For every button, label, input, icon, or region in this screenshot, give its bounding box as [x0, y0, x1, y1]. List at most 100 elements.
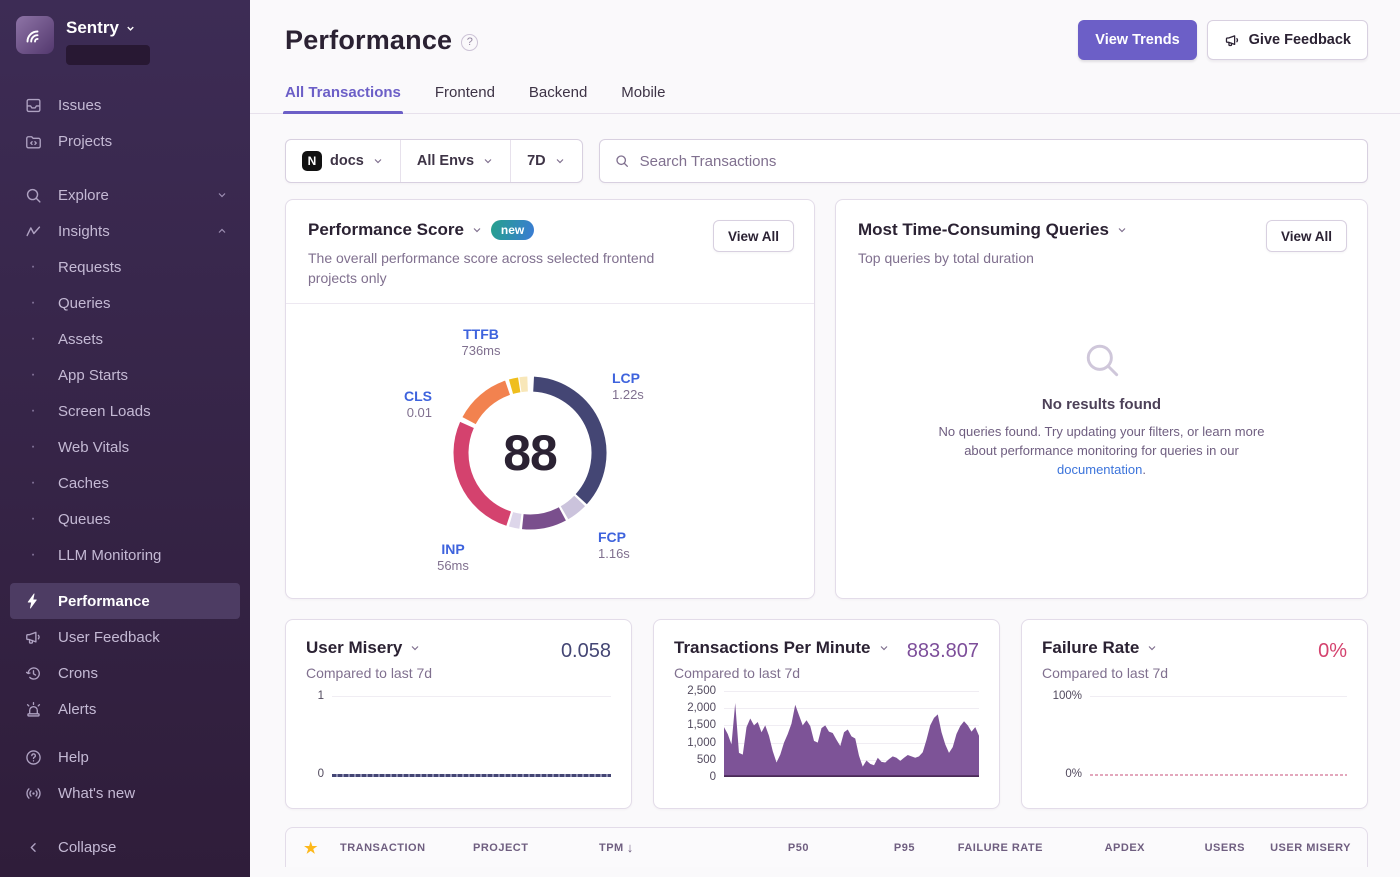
performance-score-widget: Performance Score new The overall perfor… — [285, 199, 815, 599]
chevron-down-icon — [127, 26, 134, 31]
empty-state: No results found No queries found. Try u… — [836, 338, 1367, 480]
sidebar-item-queues[interactable]: · Queues — [0, 501, 250, 537]
sidebar-item-label: Web Vitals — [58, 438, 130, 456]
star-column-icon[interactable]: ★ — [304, 839, 318, 857]
sidebar-item-alerts[interactable]: Alerts — [0, 691, 250, 727]
sidebar-item-performance[interactable]: Performance — [10, 583, 240, 619]
performance-score-title-dropdown[interactable]: Performance Score — [308, 220, 483, 240]
chevron-down-icon — [1118, 228, 1126, 233]
bullet-icon: · — [30, 402, 36, 419]
y-tick: 1 — [317, 690, 324, 703]
view-all-button[interactable]: View All — [1265, 220, 1347, 252]
sentry-logo-icon — [16, 16, 54, 54]
org-switcher[interactable]: Sentry — [0, 0, 250, 65]
sidebar-item-label: Queries — [58, 294, 111, 312]
empty-state-text: No queries found. Try updating your filt… — [938, 424, 1265, 458]
sidebar-item-screen-loads[interactable]: · Screen Loads — [0, 393, 250, 429]
give-feedback-button[interactable]: Give Feedback — [1206, 20, 1368, 60]
view-trends-button[interactable]: View Trends — [1078, 20, 1197, 60]
vital-label-lcp: LCP 1.22s — [612, 369, 644, 403]
megaphone-icon — [22, 626, 44, 648]
sidebar-item-whats-new[interactable]: What's new — [0, 775, 250, 811]
chevron-down-icon — [1148, 646, 1156, 651]
failure-rate-line — [1090, 774, 1347, 776]
queries-title-dropdown[interactable]: Most Time-Consuming Queries — [858, 220, 1128, 240]
performance-score-chart-region: TTFB 736ms LCP 1.22s CLS 0.01 INP — [286, 304, 814, 597]
column-users[interactable]: USERS — [1204, 841, 1245, 854]
environment-filter[interactable]: All Envs — [399, 140, 510, 182]
sidebar-item-user-feedback[interactable]: User Feedback — [0, 619, 250, 655]
lightning-bolt-icon — [22, 590, 44, 612]
widget-subtitle: Compared to last 7d — [1042, 665, 1169, 681]
column-user-misery[interactable]: USER MISERY — [1270, 841, 1351, 854]
column-transaction[interactable]: TRANSACTION — [340, 841, 426, 854]
column-p50[interactable]: P50 — [787, 841, 809, 854]
org-name: Sentry — [66, 18, 119, 37]
sidebar-item-issues[interactable]: Issues — [0, 87, 250, 123]
sidebar-nav: Issues Projects Explore Insights — [0, 87, 250, 856]
view-all-button[interactable]: View All — [712, 220, 794, 252]
search-input[interactable] — [639, 152, 1353, 170]
tab-frontend[interactable]: Frontend — [434, 84, 495, 101]
column-apdex[interactable]: APDEX — [1104, 841, 1145, 854]
column-p95[interactable]: P95 — [893, 841, 915, 854]
vital-label-inp: INP 56ms — [437, 540, 469, 574]
sidebar-item-label: Crons — [58, 664, 99, 682]
sidebar-item-explore[interactable]: Explore — [0, 177, 250, 213]
nextjs-project-icon: N — [302, 151, 322, 171]
sidebar-collapse-button[interactable]: Collapse — [0, 829, 250, 865]
sidebar-item-web-vitals[interactable]: · Web Vitals — [0, 429, 250, 465]
performance-score-value: 88 — [503, 424, 558, 481]
bullet-icon: · — [30, 366, 36, 383]
tab-all-transactions[interactable]: All Transactions — [283, 84, 403, 114]
failure-rate-value: 0% — [1318, 640, 1347, 662]
help-tooltip-icon[interactable]: ? — [461, 33, 479, 51]
failure-rate-title-dropdown[interactable]: Failure Rate — [1042, 638, 1347, 658]
y-tick: 2,500 — [687, 685, 716, 697]
bullet-icon: · — [30, 330, 36, 347]
search-icon — [615, 155, 628, 167]
y-tick: 1,000 — [687, 736, 716, 749]
sort-descending-icon: ↓ — [626, 840, 634, 855]
widget-description: The overall performance score across sel… — [308, 250, 655, 287]
tpm-area-chart — [724, 703, 979, 777]
column-failure-rate[interactable]: FAILURE RATE — [957, 841, 1043, 854]
widget-title: Performance Score — [308, 220, 464, 239]
sidebar-item-label: Assets — [58, 330, 104, 348]
new-badge: new — [490, 220, 535, 240]
sidebar-item-crons[interactable]: Crons — [0, 655, 250, 691]
sidebar-item-insights[interactable]: Insights — [0, 213, 250, 249]
documentation-link[interactable]: documentation — [1057, 461, 1143, 477]
chevron-down-icon — [372, 155, 384, 167]
bullet-icon: · — [30, 258, 36, 275]
sidebar-item-queries[interactable]: · Queries — [0, 285, 250, 321]
user-misery-title-dropdown[interactable]: User Misery — [306, 638, 611, 658]
main-content: Performance ? View Trends Give Feedback … — [250, 0, 1400, 877]
sidebar-item-label: User Feedback — [58, 628, 160, 646]
sidebar-item-help[interactable]: Help — [0, 739, 250, 775]
sidebar-item-assets[interactable]: · Assets — [0, 321, 250, 357]
sidebar-item-requests[interactable]: · Requests — [0, 249, 250, 285]
project-filter[interactable]: N docs — [286, 140, 400, 182]
tab-backend[interactable]: Backend — [528, 84, 588, 101]
tab-mobile[interactable]: Mobile — [621, 84, 666, 101]
sidebar-item-label: Issues — [58, 96, 102, 114]
bullet-icon: · — [30, 294, 36, 311]
vital-label-cls: CLS 0.01 — [404, 387, 432, 421]
sidebar-item-label: What's new — [58, 784, 136, 802]
sidebar-item-label: Requests — [58, 258, 122, 276]
column-tpm-sorted[interactable]: TPM ↓ — [599, 840, 721, 855]
sidebar-item-label: Performance — [58, 592, 150, 610]
sidebar-item-caches[interactable]: · Caches — [0, 465, 250, 501]
time-consuming-queries-widget: Most Time-Consuming Queries Top queries … — [835, 199, 1368, 599]
sidebar-item-projects[interactable]: Projects — [0, 123, 250, 159]
column-project[interactable]: PROJECT — [473, 841, 529, 854]
broadcast-icon — [22, 782, 44, 804]
date-range-filter[interactable]: 7D — [510, 140, 582, 182]
megaphone-icon — [1225, 34, 1238, 46]
project-filter-label: docs — [330, 153, 364, 169]
sidebar-item-app-starts[interactable]: · App Starts — [0, 357, 250, 393]
tpm-title-dropdown[interactable]: Transactions Per Minute — [674, 638, 979, 658]
sidebar-item-llm-monitoring[interactable]: · LLM Monitoring — [0, 537, 250, 573]
